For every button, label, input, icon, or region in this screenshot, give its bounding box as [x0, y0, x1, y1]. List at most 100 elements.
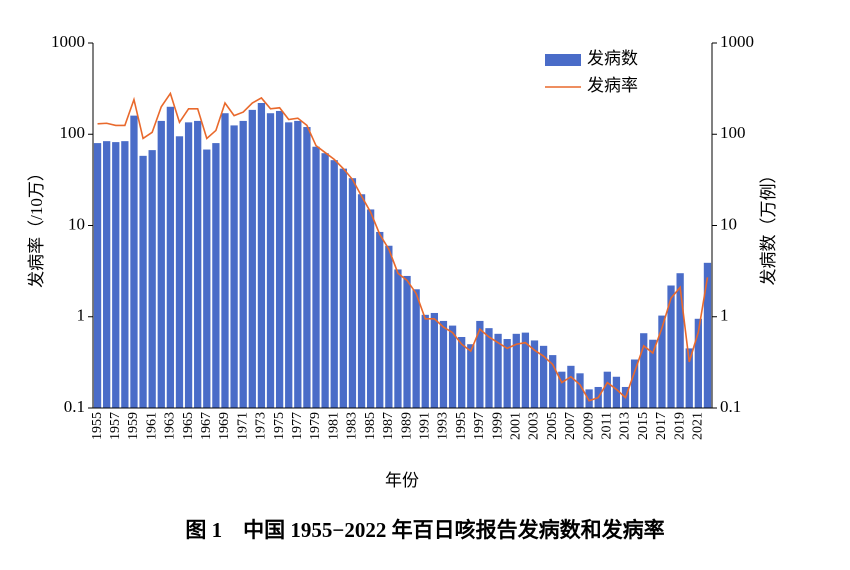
y2-tick-label: 10: [720, 214, 737, 233]
x-tick-label: 1955: [90, 412, 105, 440]
bar: [485, 328, 493, 408]
x-tick-label: 1999: [490, 412, 505, 440]
x-tick-label: 1989: [399, 412, 414, 440]
x-tick-label: 1957: [108, 412, 123, 440]
bar: [184, 122, 193, 408]
bar: [448, 325, 457, 408]
bar: [130, 115, 138, 408]
bar: [357, 194, 366, 408]
bar: [476, 320, 484, 408]
y-tick-label: 10: [68, 214, 85, 233]
x-axis-label: 年份: [385, 471, 419, 490]
bar: [303, 127, 311, 408]
y2-tick-label: 1000: [720, 32, 754, 51]
bar: [658, 315, 666, 408]
x-tick-label: 1961: [144, 412, 159, 440]
bar: [403, 275, 411, 408]
bar: [630, 359, 639, 408]
bar: [603, 371, 611, 408]
legend-label: 发病率: [587, 76, 638, 95]
x-tick-label: 1995: [454, 412, 469, 440]
y-tick-label: 1000: [51, 32, 85, 51]
x-tick-label: 2005: [545, 412, 560, 440]
bar: [376, 231, 384, 408]
bar: [139, 155, 147, 408]
bar: [103, 141, 111, 408]
y-axis-label: 发病率（/10万）: [27, 164, 46, 288]
y-tick-label: 0.1: [64, 397, 85, 416]
bar: [585, 389, 593, 408]
bar: [175, 136, 184, 408]
x-tick-label: 1975: [272, 412, 287, 440]
x-tick-label: 2011: [600, 412, 615, 439]
x-tick-label: 2001: [509, 412, 524, 440]
bar: [212, 143, 220, 409]
bar: [321, 153, 329, 408]
x-tick-label: 1991: [417, 412, 432, 440]
bar: [421, 314, 429, 408]
bar: [494, 333, 502, 408]
bar: [330, 160, 338, 408]
bar: [558, 371, 566, 408]
bar: [266, 113, 275, 409]
bar: [93, 143, 102, 409]
x-tick-label: 1963: [163, 412, 178, 440]
bar: [348, 178, 357, 408]
bar: [275, 110, 284, 408]
x-tick-label: 1977: [290, 412, 305, 440]
x-tick-label: 2007: [563, 412, 578, 440]
x-tick-label: 1983: [345, 412, 360, 440]
bar: [694, 318, 702, 408]
bar: [612, 376, 621, 408]
bar: [667, 285, 675, 408]
bar: [312, 146, 320, 408]
x-tick-label: 1967: [199, 412, 214, 440]
bar: [467, 344, 475, 408]
bar: [203, 149, 211, 408]
bar: [640, 333, 648, 408]
caption: 图 1 中国 1955−2022 年百日咳报告发病数和发病率: [185, 518, 664, 542]
bar: [567, 365, 575, 408]
line: [97, 91, 709, 402]
bar: [430, 312, 439, 408]
y2-tick-label: 1: [720, 306, 729, 325]
y2-axis-label: 发病数（万例）: [759, 167, 778, 286]
bar: [121, 141, 129, 408]
bar: [576, 373, 584, 408]
bar: [649, 339, 657, 408]
bar: [549, 355, 557, 408]
x-tick-label: 2015: [636, 412, 651, 440]
x-tick-label: 2003: [527, 412, 542, 440]
bar: [412, 289, 420, 408]
x-tick-label: 1985: [363, 412, 378, 440]
x-tick-label: 1987: [381, 412, 396, 440]
x-tick-label: 2019: [672, 412, 687, 440]
bar: [676, 273, 684, 408]
bar: [503, 339, 511, 408]
x-tick-label: 1971: [235, 412, 250, 440]
bar: [539, 345, 548, 408]
x-tick-label: 1981: [326, 412, 341, 440]
bar: [685, 348, 693, 408]
y-tick-label: 100: [60, 123, 86, 142]
bar: [230, 125, 238, 409]
x-tick-label: 1969: [217, 412, 232, 440]
y-tick-label: 1: [77, 306, 86, 325]
x-tick-label: 1993: [436, 412, 451, 440]
x-tick-label: 1979: [308, 412, 323, 440]
bar: [366, 209, 375, 408]
bar: [530, 340, 539, 408]
bar: [703, 262, 712, 408]
y2-tick-label: 100: [720, 123, 746, 142]
bar: [239, 120, 247, 408]
bar: [148, 150, 156, 409]
x-tick-label: 1965: [181, 412, 196, 440]
bar: [385, 245, 393, 408]
x-tick-label: 2017: [654, 412, 669, 440]
bar: [221, 113, 229, 409]
bar: [512, 333, 520, 408]
x-tick-label: 2021: [691, 412, 706, 440]
bar: [248, 109, 256, 409]
x-tick-label: 1973: [254, 412, 269, 440]
x-tick-label: 2009: [581, 412, 596, 440]
